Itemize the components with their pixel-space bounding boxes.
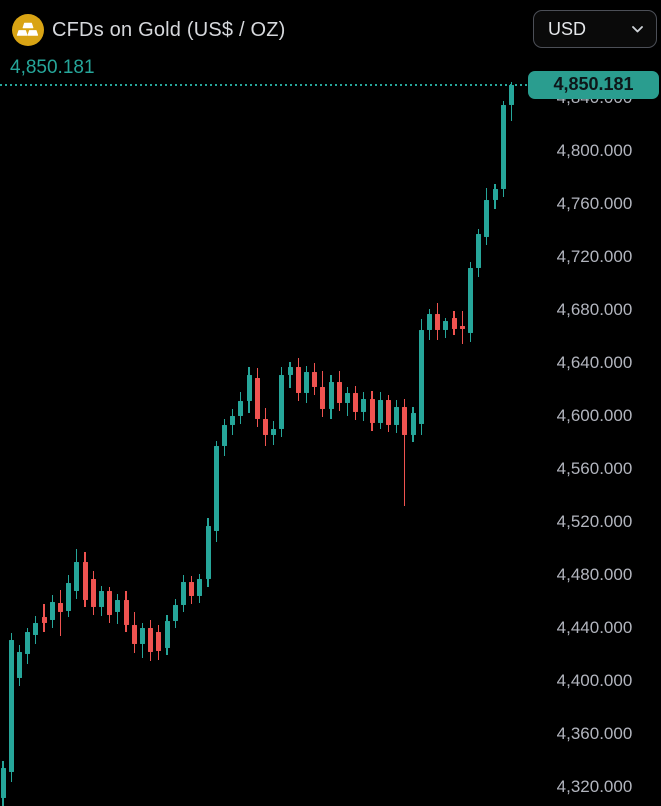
candle-body xyxy=(287,366,293,375)
candle-body xyxy=(74,561,80,591)
candle-body xyxy=(25,631,31,655)
candle-wick xyxy=(289,361,291,389)
candle-wick xyxy=(404,398,406,507)
candle-body xyxy=(205,525,211,579)
gold-bars-icon xyxy=(12,14,44,46)
candle-body xyxy=(98,590,104,607)
candle-body xyxy=(402,406,408,435)
price-axis-label: 4,320.000 xyxy=(556,777,633,796)
candle-body xyxy=(238,401,244,416)
price-axis-label: 4,640.000 xyxy=(556,353,633,372)
candle-body xyxy=(336,381,342,403)
candle-body xyxy=(41,617,47,623)
candle-body xyxy=(148,628,154,652)
candle-body xyxy=(115,600,121,613)
candle-body xyxy=(344,393,350,403)
candle-body xyxy=(172,605,178,622)
candle-body xyxy=(394,406,400,426)
candle-body xyxy=(254,377,260,419)
price-axis-label: 4,800.000 xyxy=(556,141,633,160)
candle-body xyxy=(156,631,162,651)
currency-value: USD xyxy=(548,18,587,39)
candle-body xyxy=(377,400,383,423)
chart-header: CFDs on Gold (US$ / OZ) USD xyxy=(0,0,661,56)
candle-body xyxy=(459,325,465,329)
candle-body xyxy=(246,374,252,402)
candle-body xyxy=(164,621,170,648)
candle-body xyxy=(508,84,514,105)
candle-body xyxy=(82,561,88,601)
candle-body xyxy=(230,416,236,426)
candle-body xyxy=(49,601,55,621)
price-axis-label: 4,720.000 xyxy=(556,247,633,266)
candle-body xyxy=(8,639,14,773)
candle-body xyxy=(492,189,498,201)
price-axis-label: 4,440.000 xyxy=(556,618,633,637)
candle-body xyxy=(139,628,145,644)
price-axis-label: 4,600.000 xyxy=(556,406,633,425)
candle-body xyxy=(66,582,72,611)
candle-body xyxy=(500,104,506,190)
candle-body xyxy=(180,581,186,606)
candle-body xyxy=(435,313,441,330)
candle-body xyxy=(279,374,285,430)
price-axis[interactable]: 4,850.181 4,840.0004,800.0004,760.0004,7… xyxy=(528,0,661,800)
candle-body xyxy=(16,651,22,679)
candle-body xyxy=(451,317,457,329)
candle-body xyxy=(0,768,6,798)
price-axis-label: 4,480.000 xyxy=(556,565,633,584)
candle-body xyxy=(361,398,367,413)
price-axis-label: 4,680.000 xyxy=(556,300,633,319)
candle-body xyxy=(33,622,39,635)
candle-body xyxy=(410,413,416,435)
price-axis-label: 4,760.000 xyxy=(556,194,633,213)
price-axis-label: 4,560.000 xyxy=(556,459,633,478)
price-axis-label: 4,400.000 xyxy=(556,671,633,690)
candle-body xyxy=(443,320,449,330)
price-axis-label: 4,520.000 xyxy=(556,512,633,531)
candle-body xyxy=(369,398,375,423)
candle-body xyxy=(467,267,473,333)
candle-body xyxy=(271,429,277,435)
current-price-line xyxy=(0,83,529,86)
candle-body xyxy=(476,234,482,268)
candle-body xyxy=(295,366,301,394)
candle-body xyxy=(213,446,219,532)
candle-body xyxy=(320,386,326,410)
candle-body xyxy=(262,418,268,435)
chevron-down-icon xyxy=(632,25,643,33)
candle-body xyxy=(221,425,227,447)
price-axis-label: 4,360.000 xyxy=(556,724,633,743)
candle-body xyxy=(90,578,96,607)
candle-body xyxy=(385,400,391,426)
candle-body xyxy=(418,329,424,424)
candle-body xyxy=(57,602,63,613)
symbol-info: CFDs on Gold (US$ / OZ) xyxy=(12,14,286,46)
candle-body xyxy=(312,372,318,387)
candle-body xyxy=(328,381,334,410)
currency-dropdown[interactable]: USD xyxy=(533,10,657,48)
candle-body xyxy=(189,581,195,597)
candle-body xyxy=(123,600,129,626)
candle-wick xyxy=(59,589,62,636)
candle-body xyxy=(426,313,432,330)
current-price-badge: 4,850.181 xyxy=(528,70,659,99)
candle-body xyxy=(484,200,490,238)
candle-body xyxy=(303,372,309,394)
candle-body xyxy=(107,590,113,615)
candle-body xyxy=(197,578,203,597)
last-price-readout: 4,850.181 xyxy=(10,57,95,78)
symbol-title: CFDs on Gold (US$ / OZ) xyxy=(52,19,286,41)
candle-body xyxy=(131,625,137,644)
candle-body xyxy=(353,393,359,413)
